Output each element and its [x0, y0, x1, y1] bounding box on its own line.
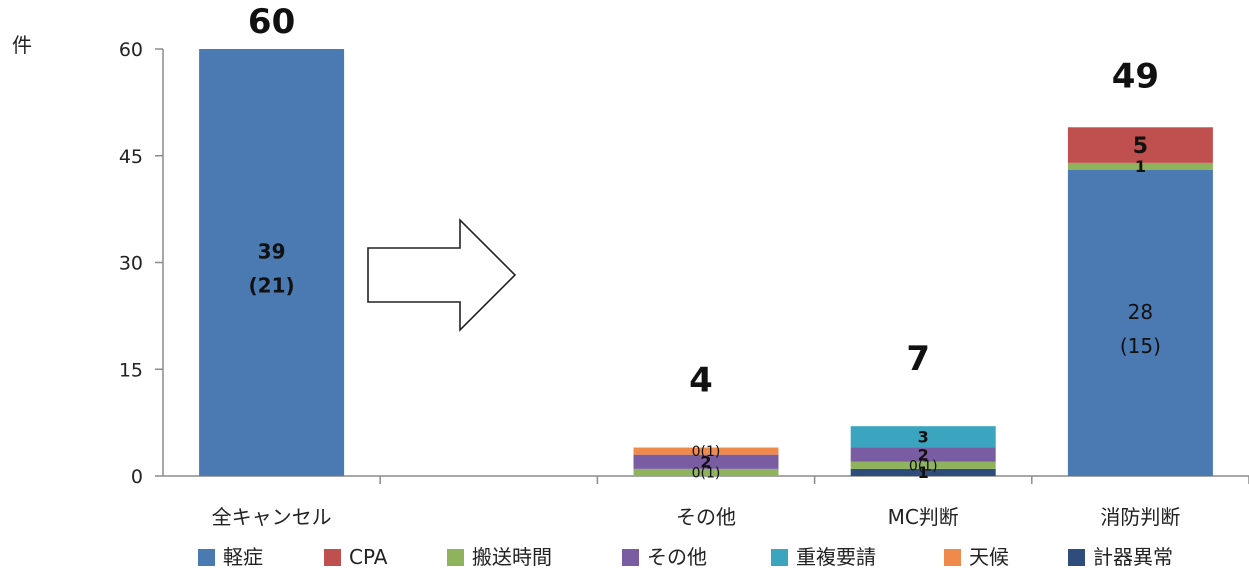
y-tick-label: 15	[119, 359, 143, 381]
legend-swatch	[198, 549, 215, 566]
x-category-label: 全キャンセル	[212, 505, 332, 529]
legend-swatch	[944, 549, 961, 566]
legend-label: 重複要請	[796, 545, 876, 569]
segment-value-label: 1	[1135, 157, 1146, 176]
bar-total-label: 60	[248, 2, 295, 42]
legend-label: 天候	[969, 545, 1009, 569]
legend-swatch	[622, 549, 639, 566]
right-arrow-icon	[367, 218, 517, 332]
segment-value-label: 39	[258, 240, 286, 264]
y-tick-label: 30	[119, 253, 143, 275]
segment-value-label: (21)	[249, 274, 295, 298]
bar-segment-天候	[633, 447, 779, 455]
legend-label: 軽症	[223, 545, 263, 569]
bar-segment-搬送時間	[850, 461, 996, 469]
y-tick-label: 60	[119, 39, 143, 61]
bar-segment-重複要請	[850, 426, 996, 448]
bar-segment-計器異常	[850, 468, 996, 476]
segment-value-label: 0(1)	[692, 444, 721, 460]
legend-swatch	[771, 549, 788, 566]
segment-value-label: 2	[700, 453, 711, 472]
x-category-label: その他	[676, 505, 736, 529]
segment-value-label: (15)	[1120, 334, 1161, 358]
bar-segment-軽症	[1067, 169, 1213, 476]
legend-label: 搬送時間	[472, 545, 552, 569]
segment-value-label: 2	[918, 445, 929, 464]
segment-value-label: 3	[918, 428, 929, 447]
bar-segment-軽症	[199, 49, 345, 476]
legend-label: その他	[647, 545, 707, 569]
segment-value-label: 1	[918, 463, 929, 482]
segment-value-label: 0(1)	[909, 458, 938, 474]
x-category-label: MC判断	[888, 505, 959, 529]
legend-label: CPA	[349, 545, 388, 569]
bar-segment-搬送時間	[1067, 162, 1213, 170]
bar-total-label: 4	[689, 361, 713, 401]
segment-value-label: 28	[1128, 300, 1153, 324]
legend-swatch	[324, 549, 341, 566]
y-tick-label: 0	[131, 466, 143, 488]
bar-total-label: 49	[1112, 56, 1159, 96]
y-unit-label: 件	[12, 33, 32, 57]
y-tick-label: 45	[119, 146, 143, 168]
segment-value-label: 5	[1133, 134, 1148, 159]
legend-swatch	[1068, 549, 1085, 566]
bar-segment-CPA	[1067, 127, 1213, 163]
bar-segment-その他	[850, 447, 996, 462]
legend-swatch	[447, 549, 464, 566]
bar-segment-その他	[633, 454, 779, 469]
bar-segment-搬送時間	[633, 468, 779, 476]
bar-total-label: 7	[906, 339, 930, 379]
legend-label: 計器異常	[1093, 545, 1173, 569]
x-category-label: 消防判断	[1100, 505, 1180, 529]
segment-value-label: 0(1)	[692, 465, 721, 481]
